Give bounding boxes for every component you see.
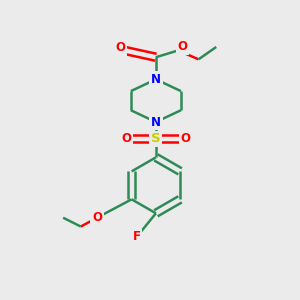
Text: O: O: [180, 132, 190, 145]
Text: O: O: [177, 40, 188, 53]
Text: N: N: [151, 116, 161, 128]
Text: N: N: [151, 73, 161, 86]
Text: O: O: [122, 132, 131, 145]
Text: O: O: [116, 41, 126, 54]
Text: S: S: [151, 132, 161, 145]
Text: F: F: [133, 230, 141, 243]
Text: O: O: [92, 211, 102, 224]
